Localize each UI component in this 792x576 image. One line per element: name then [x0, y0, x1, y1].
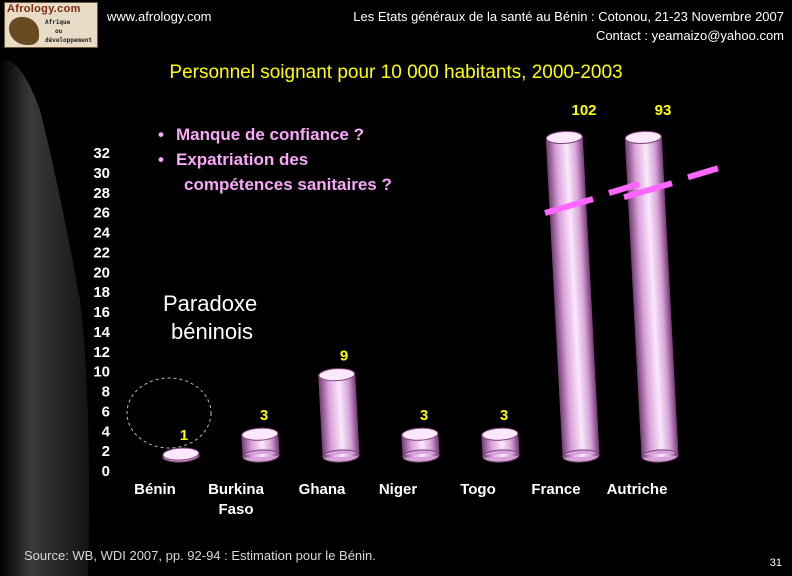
y-tick-label: 10: [93, 364, 110, 381]
bar-body: [318, 373, 360, 458]
bar-niger: [401, 427, 440, 463]
bullet-item: • Expatriation des: [158, 147, 392, 172]
paradox-annotation: Paradoxe béninois: [163, 290, 257, 346]
bar-autriche: [624, 130, 679, 463]
y-tick-label: 8: [102, 384, 110, 401]
category-label: Bénin: [134, 481, 176, 498]
bar-value-label: 93: [655, 102, 672, 119]
y-tick-label: 20: [93, 264, 110, 281]
axis-break-mark: [608, 181, 640, 196]
afrology-logo: Afrology.com Afrique ou développement: [4, 2, 98, 48]
bar-togo: [481, 427, 520, 463]
y-tick-label: 30: [93, 165, 110, 182]
axis-break-mark: [544, 196, 594, 216]
y-tick-label: 16: [93, 304, 110, 321]
category-label: Faso: [218, 501, 253, 518]
category-label: Togo: [460, 481, 496, 498]
category-label: Niger: [379, 481, 418, 498]
paradox-line-1: Paradoxe: [163, 291, 258, 316]
bar-top: [241, 427, 279, 441]
axis-break-mark: [623, 180, 673, 201]
axis-break-marks: [544, 165, 719, 216]
bar-top: [401, 427, 439, 441]
decorative-shadow-shape: [0, 59, 89, 576]
bar-france: [545, 130, 600, 463]
benin-highlight-circle: [126, 377, 212, 449]
y-tick-label: 4: [102, 423, 111, 440]
bar-bénin: [162, 447, 200, 463]
bar-body: [545, 135, 600, 458]
y-tick-label: 12: [93, 344, 110, 361]
y-tick-label: 6: [102, 403, 110, 420]
slide-title: Personnel soignant pour 10 000 habitants…: [169, 62, 623, 83]
bar-base-fill: [483, 453, 519, 458]
africa-map-icon: [9, 17, 39, 45]
bar-burkina-faso: [241, 427, 280, 463]
bullet-list: • Manque de confiance ? • Expatriation des…: [158, 122, 392, 197]
y-tick-label: 32: [93, 145, 110, 162]
bar-base-fill: [642, 453, 678, 458]
category-label: Ghana: [299, 481, 346, 498]
axis-break-mark: [687, 165, 719, 181]
logo-subtitle-3: développement: [45, 37, 92, 44]
y-tick-label: 24: [93, 225, 110, 242]
y-tick-label: 14: [93, 324, 110, 341]
bar-top: [481, 427, 519, 441]
bullet-dot-icon: •: [158, 150, 164, 169]
bar-value-label: 1: [180, 427, 188, 444]
bar-value-label: 3: [500, 407, 508, 424]
bar-value-label: 3: [420, 407, 428, 424]
y-tick-label: 28: [93, 185, 110, 202]
category-label: Autriche: [607, 481, 668, 498]
source-note: Source: WB, WDI 2007, pp. 92-94 : Estima…: [24, 548, 376, 563]
category-labels: Bénin Burkina Faso Ghana Niger Togo France Autr…: [134, 481, 667, 518]
bar-base-fill: [243, 453, 279, 458]
logo-subtitle-1: Afrique: [45, 19, 71, 26]
bar-top: [162, 447, 200, 461]
logo-title: Afrology.com: [7, 3, 81, 15]
conference-title: Les Etats généraux de la santé au Bénin …: [353, 9, 784, 24]
bar-top: [545, 130, 583, 145]
bar-top: [318, 368, 356, 382]
paradox-line-2: béninois: [171, 319, 253, 344]
page-number: 31: [769, 557, 782, 569]
bullet-dot-icon: •: [158, 125, 164, 144]
category-label: France: [531, 481, 580, 498]
bar-value-label: 102: [571, 102, 596, 119]
contact-email[interactable]: Contact : yeamaizo@yahoo.com: [595, 28, 784, 43]
bar-ghana: [318, 368, 360, 463]
bar-value-label: 3: [260, 407, 268, 424]
bar-base-fill: [403, 453, 439, 458]
y-tick-label: 2: [102, 443, 110, 460]
category-label: Burkina: [208, 481, 265, 498]
y-tick-label: 22: [93, 244, 110, 261]
y-tick-label: 18: [93, 284, 110, 301]
bar-base-fill: [563, 453, 599, 458]
bullet-text-2: Expatriation des: [176, 150, 309, 169]
y-tick-label: 26: [93, 205, 110, 222]
bullet-text-1: Manque de confiance ?: [176, 125, 364, 144]
bar-base-fill: [323, 453, 359, 458]
bullet-item: • Manque de confiance ?: [158, 122, 392, 147]
logo-subtitle-2: ou: [55, 28, 63, 35]
bar-top: [624, 130, 662, 145]
bullet-continuation: compétences sanitaires ?: [184, 175, 392, 194]
site-url[interactable]: www.afrology.com: [107, 9, 212, 24]
y-tick-label: 0: [102, 463, 110, 480]
bar-value-label: 9: [340, 348, 348, 365]
